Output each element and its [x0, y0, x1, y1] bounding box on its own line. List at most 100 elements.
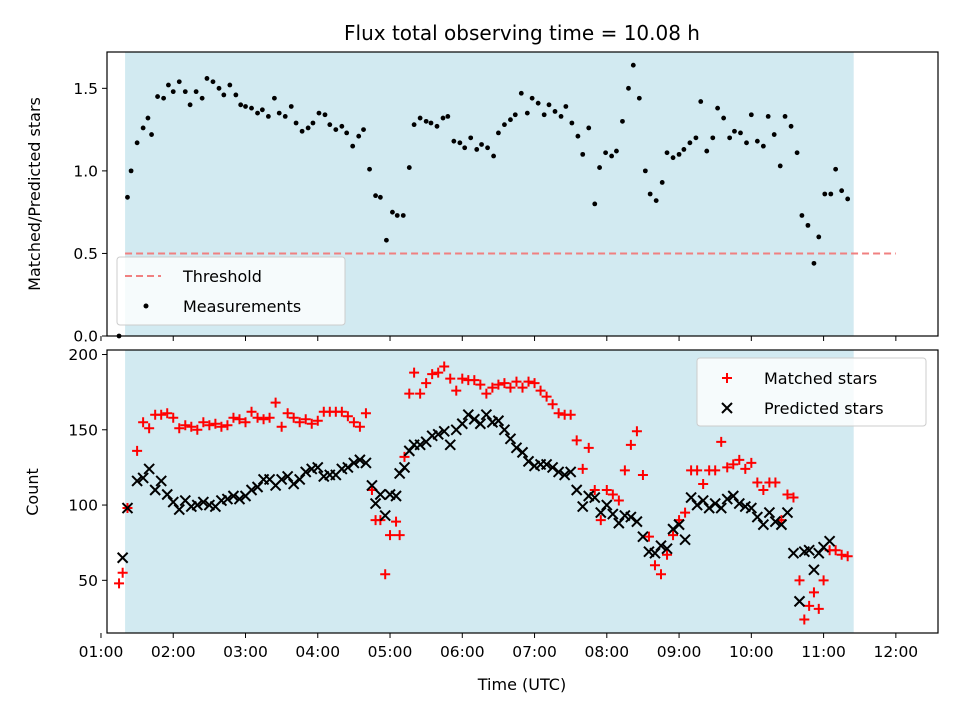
measurement-point — [361, 127, 366, 133]
measurement-point — [715, 105, 721, 111]
predicted-point — [793, 595, 806, 608]
matched-point — [216, 421, 227, 432]
x-tick-label: 06:00 — [440, 643, 485, 661]
predicted-point — [245, 484, 258, 496]
matched-point — [451, 385, 462, 396]
measurement-point — [128, 168, 134, 174]
predicted-legend-label: Predicted stars — [764, 399, 884, 418]
measurement-point — [474, 147, 480, 152]
x-tick-label: 10:00 — [729, 643, 774, 661]
measurement-point — [176, 79, 182, 85]
measurement-point — [508, 117, 513, 123]
measurement-point — [546, 102, 552, 108]
measurement-point — [259, 107, 265, 113]
measurement-point — [642, 168, 648, 174]
measurement-point — [238, 102, 244, 108]
measurement-point — [512, 112, 518, 118]
measurement-point — [670, 155, 676, 161]
predicted-point — [631, 515, 643, 528]
matched-point — [210, 418, 221, 429]
matched-point — [439, 361, 450, 372]
matched-point — [535, 385, 546, 396]
matched-point — [734, 454, 745, 465]
matched-point — [668, 530, 679, 541]
measurement-point — [659, 180, 665, 185]
matched-point — [547, 399, 558, 410]
predicted-point — [227, 490, 240, 502]
measurement-point — [732, 128, 737, 134]
predicted-point — [116, 552, 129, 564]
matched-point — [168, 412, 179, 423]
measurement-point — [406, 165, 412, 170]
matched-point — [415, 388, 426, 399]
x-tick-label: 11:00 — [801, 643, 846, 661]
measurement-point — [597, 165, 602, 170]
predicted-point — [504, 433, 517, 445]
measurement-point — [710, 135, 716, 141]
predicted-point — [474, 418, 487, 430]
predicted-point — [173, 503, 185, 516]
matched-point — [404, 388, 415, 399]
x-tick-label: 09:00 — [657, 643, 702, 661]
matched-point — [306, 418, 317, 429]
measurement-point — [580, 151, 586, 157]
predicted-point — [197, 496, 210, 508]
measurement-point — [552, 109, 558, 114]
matched-point — [409, 367, 420, 378]
predicted-point — [803, 544, 815, 556]
matched-point — [589, 484, 600, 495]
matched-point — [475, 379, 486, 390]
measurement-point — [288, 104, 294, 109]
predicted-point — [398, 461, 411, 474]
measurement-point — [333, 127, 339, 133]
top-legend: Threshold Measurements — [116, 256, 346, 326]
measurement-point — [839, 188, 845, 194]
x-tick-label: 12:00 — [874, 643, 919, 661]
matched-point — [348, 417, 359, 428]
bottom-series-matched-stars — [114, 361, 853, 625]
measurement-point — [305, 125, 311, 131]
matched-point — [499, 378, 510, 389]
matched-point — [631, 426, 642, 437]
measurement-point — [322, 112, 328, 118]
predicted-point — [438, 425, 450, 437]
measurement-point — [411, 122, 417, 128]
measurement-point — [233, 92, 239, 98]
measurement-point — [316, 110, 322, 116]
measurement-point — [339, 123, 345, 129]
measurement-point — [738, 130, 743, 136]
measurement-point — [771, 132, 777, 137]
matched-point — [728, 459, 739, 470]
predicted-point — [462, 409, 475, 421]
measurement-point — [592, 201, 598, 207]
measurement-point — [390, 209, 395, 215]
x-tick-label: 07:00 — [512, 643, 557, 661]
matched-point — [228, 412, 239, 423]
measurement-point — [653, 198, 659, 204]
predicted-point — [468, 413, 481, 425]
matched-point — [613, 495, 624, 506]
predicted-point — [131, 475, 143, 487]
measurement-point — [496, 130, 501, 136]
matched-point — [794, 575, 805, 586]
matched-point — [529, 378, 540, 389]
measurement-point — [299, 128, 305, 134]
measurement-point — [182, 89, 188, 95]
bottom-legend-box — [696, 357, 927, 427]
matched-point — [656, 569, 666, 580]
measurement-point — [575, 133, 581, 139]
predicted-point — [516, 446, 529, 459]
matched-point — [132, 445, 143, 456]
matched-point — [740, 463, 751, 474]
measurement-point — [676, 151, 682, 157]
predicted-point — [552, 466, 565, 478]
measurement-point — [828, 191, 834, 197]
measurement-point — [586, 125, 592, 131]
top-y-tick-label: 1.5 — [73, 80, 98, 98]
measurement-point — [400, 213, 406, 218]
matched-point — [117, 567, 128, 578]
measurement-point — [765, 113, 771, 119]
predicted-point — [673, 518, 685, 531]
top-y-tick-label: 0.0 — [73, 328, 98, 346]
matched-point — [427, 369, 438, 380]
